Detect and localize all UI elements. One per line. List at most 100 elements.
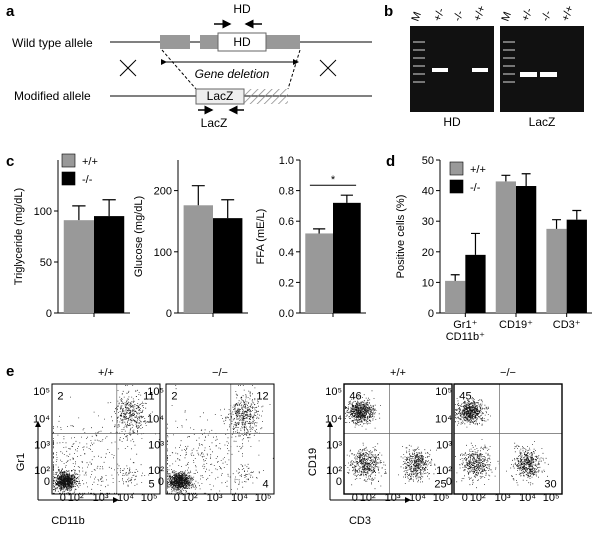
x-tick-label: CD19⁺ <box>499 319 533 331</box>
error-bar <box>221 199 235 219</box>
cross <box>119 59 137 77</box>
dot-cloud <box>167 385 274 494</box>
hatched-region <box>244 89 288 104</box>
bar <box>465 254 486 313</box>
lane-label: -/- <box>540 9 555 23</box>
flow-tick-label: 0 <box>174 492 180 504</box>
gene-diagram: Wild type allele HD HD Gene deletion Mod… <box>12 2 372 130</box>
y-tick-label: 1.0 <box>279 155 294 167</box>
panel-label: d <box>386 153 395 170</box>
flow-axis-label: CD19 <box>307 448 319 476</box>
flow-tick-label: 10⁵ <box>147 386 164 398</box>
bar <box>213 218 243 313</box>
primer-label: LacZ <box>201 116 228 130</box>
error-bar <box>572 209 582 220</box>
y-tick-label: 30 <box>422 216 434 228</box>
error-bar <box>340 194 353 203</box>
exon <box>160 35 190 49</box>
panel-label: e <box>6 363 14 380</box>
genotype-label: +/+ <box>98 367 114 379</box>
genotype-label: −/− <box>212 367 228 379</box>
flow-tick-label: 10³ <box>385 492 401 504</box>
bar <box>94 216 125 313</box>
flow-tick-label: 10³ <box>93 492 109 504</box>
error-bar <box>501 174 511 182</box>
dot-cloud <box>455 395 549 489</box>
quadrant-value: 45 <box>459 390 471 402</box>
dashed-guide <box>161 49 197 90</box>
gel-caption: HD <box>443 115 461 129</box>
allele-label: Wild type allele <box>12 36 93 50</box>
quadrant-value: 12 <box>256 390 268 402</box>
ladder <box>413 41 515 83</box>
flow-tick-label: 10³ <box>495 492 511 504</box>
error-bar <box>191 185 205 206</box>
lane-label: +/+ <box>472 4 489 23</box>
dot-cloud <box>53 385 160 494</box>
flow-tick-label: 10³ <box>148 440 164 452</box>
bar <box>445 280 466 313</box>
y-tick-label: 100 <box>34 206 52 218</box>
lane-label: M <box>500 10 514 23</box>
box-label: LacZ <box>207 89 234 103</box>
flow-tick-label: 0 <box>158 476 164 488</box>
flow-tick-label: 10⁴ <box>147 413 164 425</box>
quadrant-value: 4 <box>262 478 268 490</box>
lane-label: +/- <box>520 6 536 23</box>
bar <box>495 181 516 313</box>
flow-tick-label: 10⁴ <box>325 413 342 425</box>
box-label: HD <box>233 35 251 49</box>
flow-tick-label: 10⁵ <box>543 492 560 504</box>
flow-tick-label: 10⁴ <box>33 413 50 425</box>
flow-tick-label: 10² <box>148 465 164 477</box>
y-tick-label: 0.4 <box>279 247 294 259</box>
y-tick-label: 0.8 <box>279 186 294 198</box>
y-tick-label: 0 <box>46 308 52 320</box>
lane-label: M <box>410 10 424 23</box>
quadrant-value: 2 <box>171 390 177 402</box>
y-tick-label: 10 <box>422 277 434 289</box>
y-tick-label: 0.0 <box>279 308 294 320</box>
band <box>540 72 557 77</box>
x-tick-label: CD3⁺ <box>552 319 581 331</box>
y-tick-label: 100 <box>154 247 172 259</box>
error-bar <box>471 232 480 255</box>
x-tick-label: Gr1⁺ CD11b⁺ <box>445 319 485 343</box>
flow-axis-label: CD11b <box>51 515 84 527</box>
y-axis-label: Glucose (mg/dL) <box>133 196 145 277</box>
flow-tick-label: 10² <box>436 465 452 477</box>
flow-tick-label: 0 <box>44 476 50 488</box>
bar <box>546 228 567 313</box>
panel-label: a <box>6 3 15 20</box>
flow-tick-label: 10² <box>34 465 50 477</box>
legend-label: +/+ <box>470 164 486 176</box>
error-bar <box>313 228 326 234</box>
band <box>432 68 448 72</box>
legend-label: -/- <box>82 174 93 186</box>
quadrant-value: 2 <box>57 390 63 402</box>
flow-tick-label: 10⁵ <box>435 386 452 398</box>
quadrant-value: 30 <box>544 478 556 490</box>
y-tick-label: 40 <box>422 186 434 198</box>
legend-label: -/- <box>470 182 481 194</box>
bar <box>305 233 333 313</box>
flow-tick-label: 10⁵ <box>325 386 342 398</box>
flow-tick-label: 10⁴ <box>231 492 248 504</box>
quadrant-value: 25 <box>434 478 446 490</box>
flow-tick-label: 10² <box>326 465 342 477</box>
flow-tick-label: 10⁴ <box>519 492 536 504</box>
flow-tick-label: 10⁴ <box>117 492 134 504</box>
flow-tick-label: 0 <box>336 476 342 488</box>
error-bar <box>72 205 86 221</box>
panel-label: b <box>384 3 393 20</box>
flow-tick-label: 0 <box>446 476 452 488</box>
panel-label: c <box>6 153 14 170</box>
flow-tick-label: 10³ <box>207 492 223 504</box>
y-axis-label: FFA (mE/L) <box>255 209 267 265</box>
gel-caption: LacZ <box>529 115 556 129</box>
flow-tick-label: 10⁵ <box>33 386 50 398</box>
legend-swatch <box>61 153 76 168</box>
lane-label: +/+ <box>560 4 577 23</box>
primer-label: HD <box>233 2 251 16</box>
